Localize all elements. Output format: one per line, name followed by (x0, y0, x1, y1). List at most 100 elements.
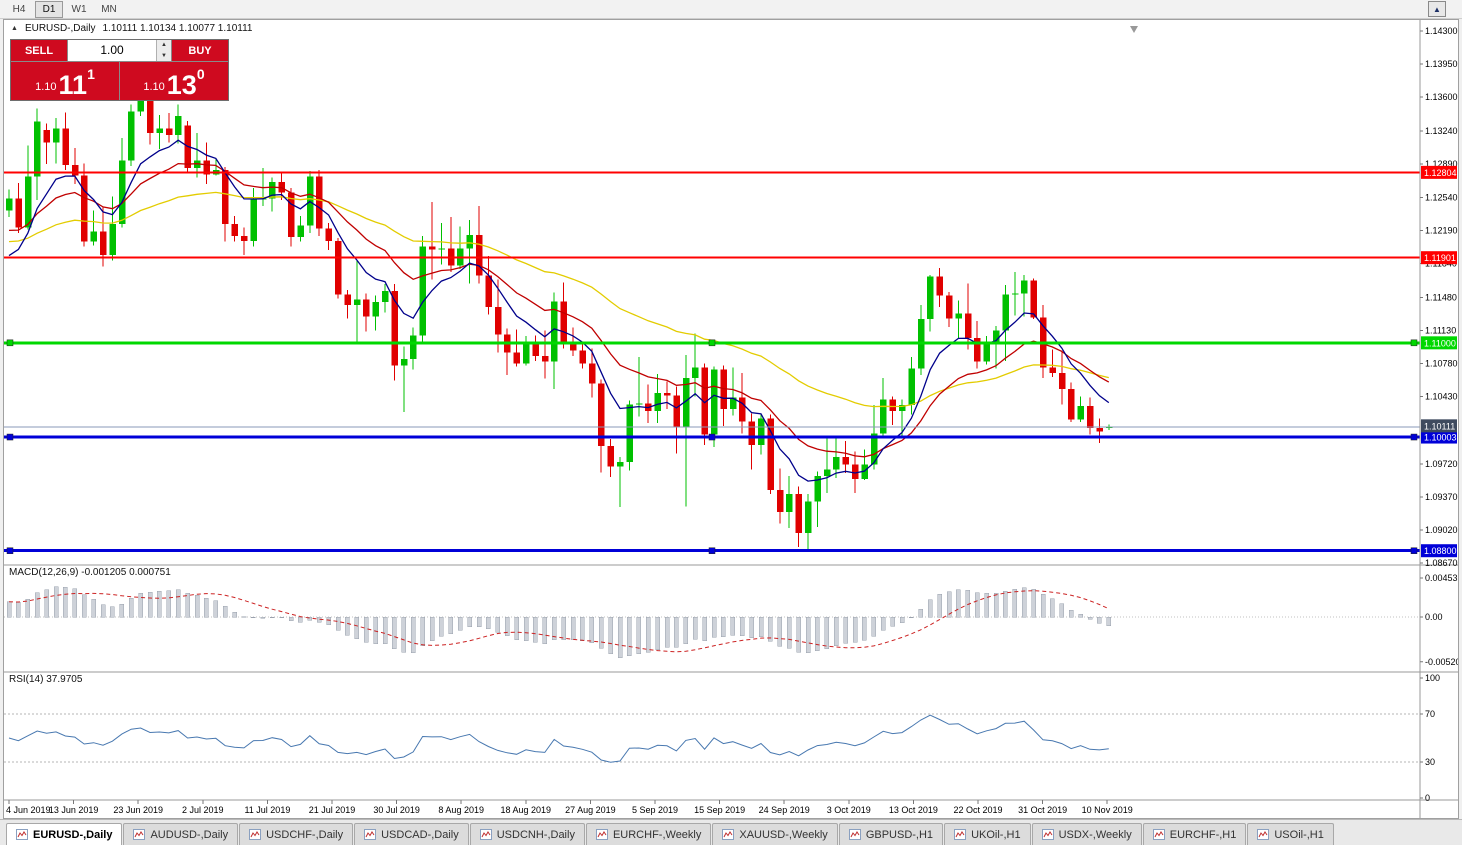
price-tag-1.12804-text: 1.12804 (1424, 168, 1457, 178)
hline-handle[interactable] (1410, 339, 1418, 347)
macd-bar (721, 616, 726, 637)
candle-body (353, 299, 361, 306)
price-tag-1.12804 (1421, 165, 1457, 179)
macd-bar (326, 616, 331, 625)
chart-tab-eurusd-daily[interactable]: EURUSD-,Daily (6, 823, 123, 845)
macd-bar (1087, 616, 1093, 620)
chart-tab-eurchf-weekly[interactable]: EURCHF-,Weekly (585, 823, 712, 845)
macd-bar (241, 616, 247, 618)
timeframe-button-w1[interactable]: W1 (71, 3, 87, 15)
macd-bar (927, 599, 933, 618)
macd-bar (401, 616, 407, 653)
chart-tab-eurchf-h1[interactable]: EURCHF-,H1 (1142, 823, 1247, 845)
chart-tab-usdchf-daily[interactable]: USDCHF-,Daily (239, 823, 354, 845)
date-axis-label: 3 Oct 2019 (827, 805, 871, 815)
timeframe-button-mn[interactable]: MN (101, 3, 117, 15)
buy-price-button[interactable]: 1.10 13 0 (120, 62, 228, 100)
date-axis-label: 23 Jun 2019 (113, 805, 163, 815)
sell-price-button[interactable]: 1.10 11 1 (11, 62, 119, 100)
date-axis-label: 8 Aug 2019 (438, 805, 484, 815)
one-click-trading-panel: SELL 1.00 ▲ ▼ BUY 1.10 11 1 1.10 (10, 39, 229, 101)
chart-tab-ukoil-h1[interactable]: UKOil-,H1 (944, 823, 1031, 845)
up-arrow-icon: ▲ (1433, 4, 1441, 14)
macd-bar (1078, 614, 1083, 618)
macd-bar (110, 606, 115, 618)
candle-body (842, 457, 850, 465)
candle-body (617, 461, 624, 467)
hline-handle[interactable] (708, 547, 716, 554)
hline-handle[interactable] (1410, 433, 1418, 441)
chart-tab-usdcnh-daily[interactable]: USDCNH-,Daily (469, 823, 585, 845)
chart-shift-marker (1130, 26, 1138, 33)
hline-handle[interactable] (6, 433, 14, 441)
chart-tab-icon (1152, 829, 1165, 840)
macd-axis-label: -0.005205 (1425, 657, 1458, 667)
buy-button[interactable]: BUY (172, 40, 228, 61)
macd-bar (692, 616, 698, 640)
chart-tab-label: EURUSD-,Daily (33, 828, 113, 841)
candle-body (711, 369, 718, 435)
volume-input[interactable]: 1.00 (100, 43, 124, 57)
macd-bar (1012, 589, 1018, 618)
hline-handle[interactable] (6, 339, 14, 347)
rsi-line (8, 714, 1109, 763)
candle-body (908, 368, 915, 406)
candle-body (936, 276, 944, 296)
date-axis-label: 21 Jul 2019 (309, 805, 356, 815)
candle-body (899, 405, 906, 411)
chart-tab-xauusd-weekly[interactable]: XAUUSD-,Weekly (712, 823, 838, 845)
date-axis-label: 30 Jul 2019 (373, 805, 420, 815)
chart-tab-usoil-h1[interactable]: USOil-,H1 (1247, 823, 1334, 845)
price-axis-label: 1.12190 (1425, 225, 1458, 235)
candle-body (598, 383, 605, 446)
macd-bar (909, 616, 914, 618)
hline-handle[interactable] (708, 339, 716, 347)
candle-body (71, 165, 79, 176)
chart-tab-label: XAUUSD-,Weekly (739, 828, 828, 841)
macd-bar (232, 611, 237, 618)
macd-bar (504, 616, 510, 637)
ma-medium-line (8, 162, 1110, 458)
chart-canvas[interactable]: 1.14300 1.13950 1.13600 1.13240 1.12890 1.125… (4, 20, 1458, 818)
chart-tab-label: EURCHF-,H1 (1169, 828, 1237, 841)
chart-tab-label: GBPUSD-,H1 (865, 828, 934, 841)
macd-axis-label: 0.00 (1425, 612, 1443, 622)
price-axis[interactable]: 1.14300 1.13950 1.13600 1.13240 1.12890 1.125… (1420, 26, 1458, 803)
macd-bar (843, 616, 848, 644)
hline-handle[interactable] (708, 433, 716, 441)
toolbar-right-button[interactable]: ▲ (1428, 1, 1446, 17)
candle-body (852, 464, 859, 479)
macd-bar (63, 586, 68, 618)
volume-up-button[interactable]: ▲ (157, 40, 171, 51)
volume-spinner: ▲ ▼ (156, 40, 171, 61)
macd-bar (194, 595, 200, 618)
price-tag-1.08800 (1421, 544, 1457, 558)
sell-button[interactable]: SELL (11, 40, 67, 61)
volume-control: 1.00 ▲ ▼ (68, 40, 171, 61)
macd-bar (1003, 590, 1008, 618)
price-axis-label: 1.10430 (1425, 392, 1458, 402)
one-click-collapse-arrow[interactable]: ▲ (11, 25, 18, 32)
timeframe-toolbar: H4 D1 W1 MN ▲ (0, 0, 1462, 19)
macd-bar (382, 616, 388, 645)
chart-tab-gbpusd-h1[interactable]: GBPUSD-,H1 (838, 823, 944, 845)
macd-bar (1040, 593, 1046, 618)
chart-tab-audusd-daily[interactable]: AUDUSD-,Daily (123, 823, 239, 845)
hline-handle[interactable] (1410, 547, 1418, 554)
date-axis-label: 27 Aug 2019 (565, 805, 616, 815)
price-tag-1.11000-text: 1.11000 (1424, 338, 1456, 348)
macd-bar (815, 616, 820, 652)
charts-bar: EURUSD-,Daily AUDUSD-,Daily USDCHF-,Daily U… (0, 819, 1462, 845)
chart-tab-usdcad-daily[interactable]: USDCAD-,Daily (354, 823, 469, 845)
macd-bar (937, 593, 942, 618)
macd-bar (25, 598, 31, 618)
timeframe-button-h4[interactable]: H4 (12, 3, 26, 15)
volume-down-button[interactable]: ▼ (157, 50, 171, 61)
bid-price-tag-text: 1.10111 (1424, 421, 1455, 431)
timeframe-button-d1[interactable]: D1 (35, 0, 63, 18)
hline-handle[interactable] (6, 547, 14, 554)
chart-tab-usdx-weekly[interactable]: USDX-,Weekly (1031, 823, 1142, 845)
macd-bar (514, 616, 519, 640)
